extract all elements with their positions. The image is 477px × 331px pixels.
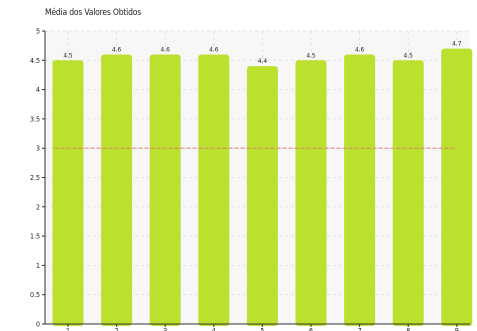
bar-8 xyxy=(392,60,424,327)
x-tick-label: 3 xyxy=(163,327,167,331)
data-label: 4.5 xyxy=(306,51,316,59)
data-label: 4.6 xyxy=(209,45,219,53)
bar-2 xyxy=(101,54,133,326)
y-tick-label: 4.5 xyxy=(30,57,40,65)
y-tick-label: 3.5 xyxy=(30,115,40,123)
x-tick-label: 6 xyxy=(309,327,313,331)
data-label: 4.6 xyxy=(355,45,365,53)
axes xyxy=(42,30,470,327)
bar-5 xyxy=(246,66,278,326)
y-tick-label: 1.5 xyxy=(30,233,40,241)
bar-7 xyxy=(344,54,376,326)
bar-6 xyxy=(295,60,327,327)
x-tick-label: 4 xyxy=(212,327,216,331)
y-tick-label: 2 xyxy=(36,203,40,211)
data-label: 4.5 xyxy=(404,51,414,59)
x-tick-label: 2 xyxy=(115,327,119,331)
data-label: 4.6 xyxy=(112,45,122,53)
bar-1 xyxy=(52,60,84,327)
bar-3 xyxy=(149,54,181,326)
y-tick-label: 4 xyxy=(36,86,40,94)
data-label: 4.5 xyxy=(63,51,73,59)
y-tick-label: 0.5 xyxy=(30,291,40,299)
y-tick-label: 2.5 xyxy=(30,174,40,182)
data-label: 4.7 xyxy=(452,40,462,48)
y-tick-label: 3 xyxy=(36,145,40,153)
x-tick-label: 9 xyxy=(455,327,459,331)
x-tick-label: 7 xyxy=(358,327,362,331)
x-tick-label: 5 xyxy=(260,327,264,331)
y-tick-label: 5 xyxy=(36,28,40,36)
data-label: 4.4 xyxy=(258,57,268,65)
y-tick-label: 0 xyxy=(36,321,40,329)
y-tick-label: 1 xyxy=(36,262,40,270)
bars xyxy=(52,48,473,327)
bar-4 xyxy=(198,54,230,326)
data-label: 4.6 xyxy=(161,45,171,53)
x-tick-label: 8 xyxy=(406,327,410,331)
x-tick-label: 1 xyxy=(66,327,70,331)
bar-9 xyxy=(441,48,473,327)
chart-title: Média dos Valores Obtidos xyxy=(45,8,141,18)
labels: 0 0.5 1 1.5 2 2.5 3 3.5 4 4.5 5 1 2 3 4 5 6 7 8 9 4.5 4.6 4.6 4… xyxy=(30,28,462,331)
